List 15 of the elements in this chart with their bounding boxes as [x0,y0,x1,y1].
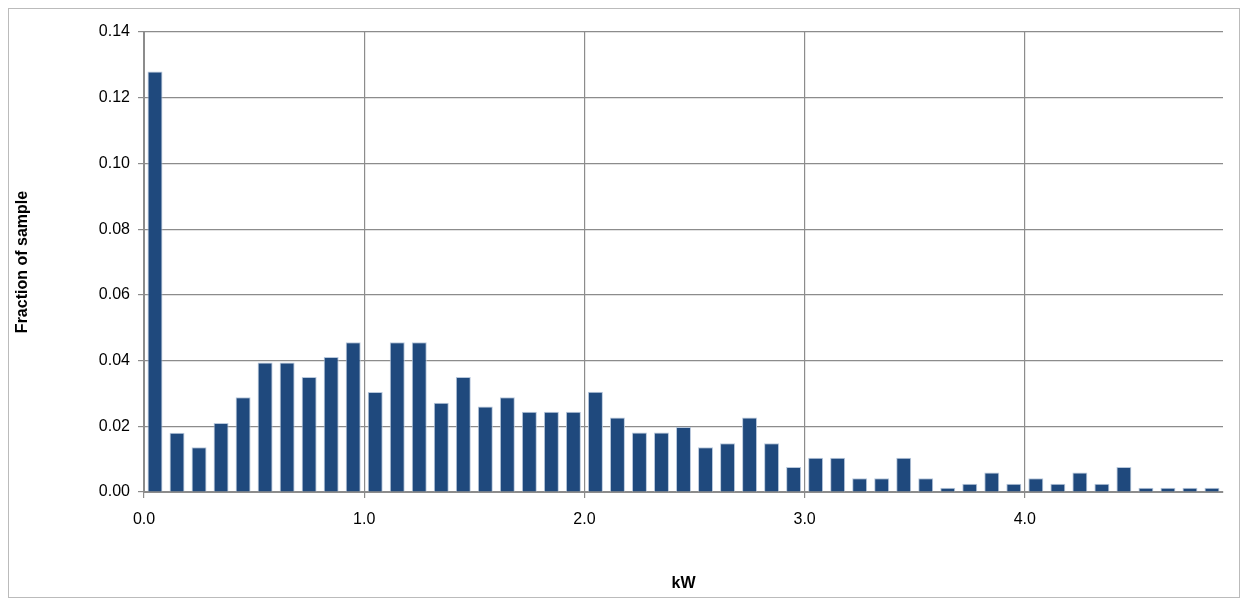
y-tick-label: 0.04 [98,350,131,368]
y-tick-label: 0.12 [98,88,131,106]
x-tick-label: 1.0 [353,510,376,528]
y-axis-title: Fraction of sample [13,190,31,334]
y-tick-label: 0.14 [98,22,131,40]
y-tick-label: 0.06 [98,285,131,303]
x-axis-title: kW [671,573,697,591]
x-tick-label: 0.0 [132,510,156,528]
x-tick-label: 3.0 [793,510,816,528]
x-tick-label: 2.0 [573,510,596,528]
y-tick-label: 0.08 [98,219,131,237]
y-tick-label: 0.10 [98,153,131,171]
y-tick-label: 0.00 [98,482,131,500]
x-tick-label: 4.0 [1013,510,1037,528]
y-tick-label: 0.02 [98,416,131,434]
